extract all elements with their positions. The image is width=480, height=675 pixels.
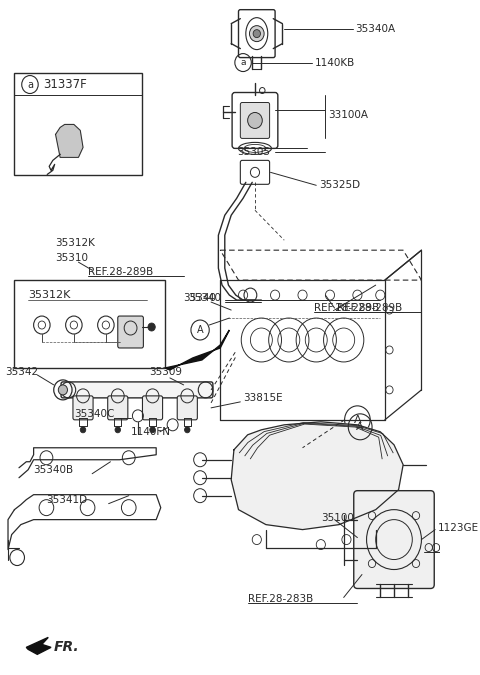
Polygon shape	[231, 422, 403, 530]
FancyBboxPatch shape	[108, 396, 128, 420]
Text: 35341D: 35341D	[47, 495, 87, 505]
FancyBboxPatch shape	[143, 396, 163, 420]
Circle shape	[150, 427, 155, 433]
Text: REF.28-289B: REF.28-289B	[313, 303, 379, 313]
Text: 33100A: 33100A	[328, 111, 368, 120]
FancyBboxPatch shape	[61, 382, 213, 398]
Text: 1140KB: 1140KB	[314, 57, 355, 68]
Text: 35340: 35340	[188, 293, 221, 303]
Circle shape	[58, 385, 68, 395]
Circle shape	[250, 26, 264, 42]
Circle shape	[148, 323, 155, 331]
Circle shape	[80, 427, 86, 433]
FancyBboxPatch shape	[177, 396, 197, 420]
FancyBboxPatch shape	[73, 396, 93, 420]
Text: 35340C: 35340C	[74, 409, 114, 419]
Polygon shape	[56, 124, 83, 157]
Circle shape	[253, 30, 261, 38]
Text: 35312K: 35312K	[56, 238, 96, 248]
Text: 35305: 35305	[237, 147, 270, 157]
Circle shape	[248, 113, 262, 128]
Text: 35340A: 35340A	[356, 24, 396, 34]
Bar	[14, 280, 165, 368]
Text: 33815E: 33815E	[243, 393, 283, 403]
Text: 35312K: 35312K	[28, 290, 71, 300]
Polygon shape	[165, 330, 229, 370]
Text: REF.28-289B: REF.28-289B	[337, 303, 403, 313]
Polygon shape	[26, 637, 51, 654]
Text: 35342: 35342	[5, 367, 38, 377]
Text: 1140FN: 1140FN	[131, 427, 170, 437]
Text: 35309: 35309	[149, 367, 182, 377]
FancyBboxPatch shape	[118, 316, 144, 348]
Text: FR.: FR.	[54, 641, 79, 654]
Text: A: A	[197, 325, 204, 335]
Text: 1123GE: 1123GE	[438, 522, 479, 533]
Text: A: A	[354, 415, 361, 425]
Text: a: a	[27, 80, 33, 90]
Circle shape	[184, 427, 190, 433]
Text: REF.28-283B: REF.28-283B	[248, 595, 313, 604]
Text: A: A	[356, 422, 364, 432]
Text: 35310: 35310	[56, 253, 89, 263]
FancyBboxPatch shape	[354, 491, 434, 589]
Bar	[14, 72, 143, 176]
Text: a: a	[240, 58, 246, 67]
Text: REF.28-289B: REF.28-289B	[87, 267, 153, 277]
Text: 35100: 35100	[321, 512, 354, 522]
Text: 35325D: 35325D	[319, 180, 360, 190]
Text: 35340B: 35340B	[33, 464, 73, 475]
Text: 35340: 35340	[184, 293, 216, 303]
Circle shape	[115, 427, 120, 433]
FancyBboxPatch shape	[240, 103, 270, 138]
Text: 31337F: 31337F	[43, 78, 86, 91]
